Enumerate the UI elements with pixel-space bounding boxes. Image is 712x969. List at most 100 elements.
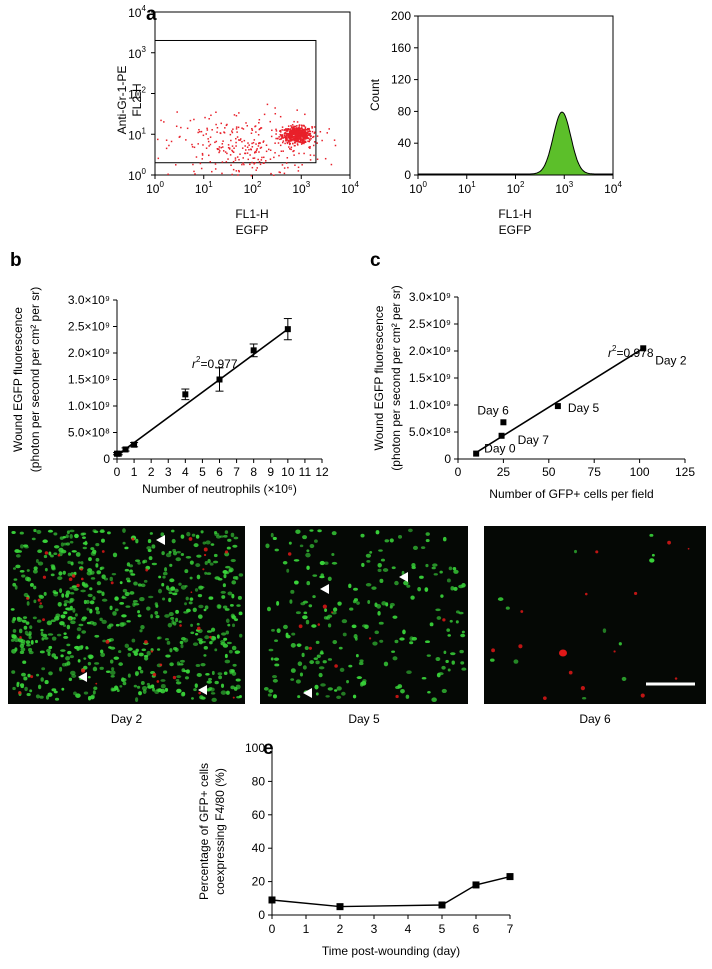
event-dot <box>239 153 241 155</box>
event-dot <box>289 134 292 137</box>
fit-line <box>116 328 289 456</box>
event-dot <box>288 131 291 134</box>
event-dot <box>282 140 285 142</box>
green-cell <box>77 561 82 564</box>
green-cell <box>191 533 196 537</box>
event-dot <box>215 111 217 114</box>
green-cell <box>151 562 157 566</box>
green-cell <box>82 536 86 540</box>
green-cell <box>60 542 64 547</box>
green-cell <box>47 529 54 533</box>
event-dot <box>295 132 298 134</box>
event-dot <box>232 151 235 154</box>
event-dot <box>263 162 265 164</box>
green-cell <box>62 570 66 575</box>
green-cell <box>226 546 231 550</box>
green-cell <box>25 640 31 645</box>
y-tick-label: 5.0×10⁸ <box>68 426 110 440</box>
green-cell <box>223 637 228 641</box>
event-dot <box>305 135 308 137</box>
point-label: Day 2 <box>655 353 687 367</box>
green-cell <box>651 553 655 557</box>
green-cell <box>339 667 345 673</box>
green-cell <box>47 633 54 636</box>
event-dot <box>251 146 254 148</box>
r-squared-label: r2=0.978 <box>608 344 654 360</box>
green-cell <box>448 566 453 571</box>
green-cell <box>122 681 127 686</box>
event-dot <box>222 150 225 152</box>
green-cell <box>175 617 179 623</box>
event-dot <box>290 125 292 127</box>
y-tick-label: 5.0×10⁸ <box>409 425 451 439</box>
y-tick-label: 100 <box>128 167 146 183</box>
green-cell <box>69 586 74 590</box>
event-dot <box>281 126 284 128</box>
green-cell <box>129 591 135 595</box>
green-cell <box>432 563 438 567</box>
green-cell <box>158 588 163 594</box>
y-axis-label-line-1: Wound EGFP fluorescence <box>372 305 386 450</box>
green-cell <box>353 587 358 591</box>
green-cell <box>231 580 237 585</box>
green-cell <box>25 621 30 625</box>
event-dot <box>214 168 217 170</box>
green-cell <box>389 538 394 543</box>
event-dot <box>245 122 247 124</box>
green-cell <box>406 670 412 674</box>
event-dot <box>197 131 199 134</box>
green-cell <box>274 663 280 667</box>
green-cell <box>195 534 200 539</box>
event-dot <box>225 124 228 127</box>
green-cell <box>125 605 131 608</box>
event-dot <box>307 134 309 137</box>
green-cell <box>271 628 275 632</box>
event-dot <box>243 139 246 142</box>
event-dot <box>175 164 177 166</box>
x-tick-label: 3 <box>165 465 172 479</box>
green-cell <box>348 664 353 668</box>
green-cell <box>403 580 409 586</box>
green-cell <box>146 682 151 686</box>
event-dot <box>297 130 299 132</box>
green-cell <box>175 681 182 685</box>
green-cell <box>23 625 28 630</box>
event-dot <box>269 158 272 160</box>
green-cell <box>51 565 56 570</box>
event-dot <box>293 144 296 147</box>
event-dot <box>226 123 228 126</box>
green-cell <box>191 697 194 700</box>
green-cell <box>276 628 281 634</box>
x-tick-label: 100 <box>630 465 650 479</box>
event-dot <box>294 130 296 132</box>
red-cell <box>224 550 229 554</box>
green-cell <box>29 625 33 630</box>
green-cell <box>210 543 215 546</box>
green-cell <box>356 676 363 680</box>
green-cell <box>66 530 70 535</box>
green-cell <box>411 566 416 570</box>
event-dot <box>293 154 295 156</box>
green-cell <box>317 529 322 533</box>
green-cell <box>164 637 170 641</box>
point-label: Day 7 <box>518 433 550 447</box>
panel-d-micrographs: Day 2 Day 5 Day 6 <box>8 526 706 726</box>
green-cell <box>649 533 654 537</box>
red-cell <box>150 650 154 653</box>
event-dot <box>202 144 204 146</box>
green-cell <box>19 531 24 535</box>
event-dot <box>304 113 306 116</box>
event-dot <box>295 141 297 143</box>
event-dot <box>297 132 299 134</box>
green-cell <box>399 637 405 641</box>
green-cell <box>86 607 90 611</box>
event-dot <box>243 163 245 166</box>
green-cell <box>169 648 173 653</box>
green-cell <box>192 607 197 613</box>
green-cell <box>224 571 230 575</box>
red-cell <box>19 636 22 639</box>
green-cell <box>99 666 104 670</box>
green-cell <box>11 670 16 674</box>
y-tick-label: 2.5×10⁹ <box>409 317 451 331</box>
event-dot <box>304 141 307 143</box>
